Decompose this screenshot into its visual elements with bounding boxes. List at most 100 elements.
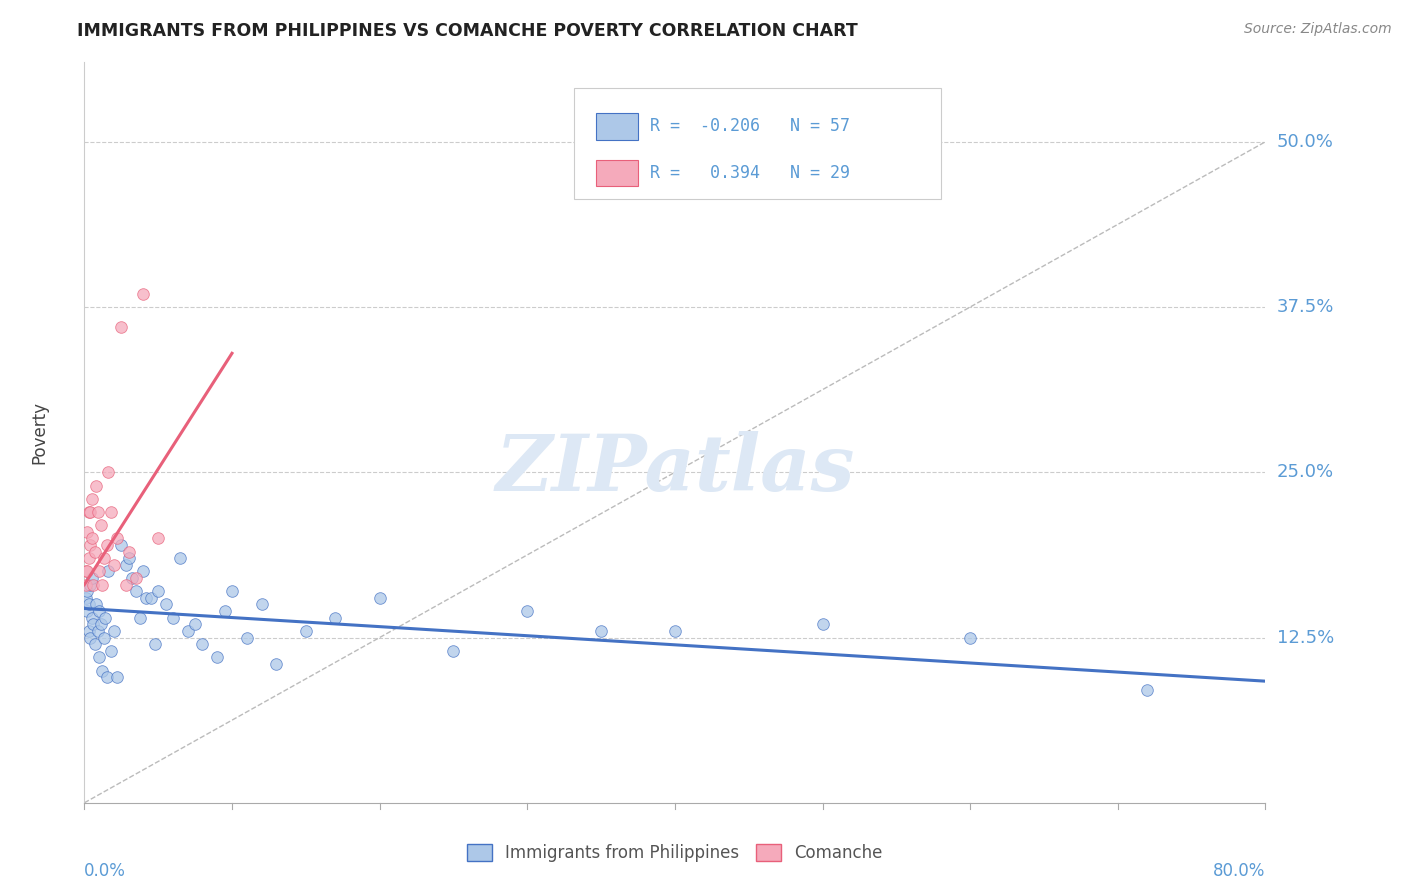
Point — [105, 670, 128, 684]
Point — [76, 565, 98, 579]
Point — [162, 610, 184, 624]
Point — [94, 610, 117, 624]
Text: 12.5%: 12.5% — [1277, 629, 1334, 647]
Legend: Immigrants from Philippines, Comanche: Immigrants from Philippines, Comanche — [460, 837, 890, 869]
Point — [664, 624, 686, 638]
Point — [103, 558, 125, 572]
Point — [155, 598, 177, 612]
Text: Source: ZipAtlas.com: Source: ZipAtlas.com — [1244, 22, 1392, 37]
Point — [75, 577, 97, 591]
Text: 0.0%: 0.0% — [84, 863, 127, 880]
Point — [79, 577, 101, 591]
Point — [221, 584, 243, 599]
Point — [191, 637, 214, 651]
Text: 25.0%: 25.0% — [1277, 463, 1334, 482]
Point — [207, 650, 229, 665]
Point — [84, 478, 107, 492]
Text: ZIPatlas: ZIPatlas — [495, 432, 855, 508]
Point — [76, 524, 98, 539]
Point — [100, 505, 122, 519]
Point — [118, 551, 141, 566]
Point — [443, 644, 465, 658]
FancyBboxPatch shape — [596, 160, 638, 186]
Point — [93, 551, 115, 566]
Text: 80.0%: 80.0% — [1213, 863, 1265, 880]
Point — [87, 604, 111, 618]
Text: R =  -0.206   N = 57: R = -0.206 N = 57 — [650, 117, 851, 136]
Point — [591, 624, 613, 638]
Point — [75, 591, 97, 605]
Point — [96, 670, 118, 684]
Point — [214, 604, 236, 618]
Point — [516, 604, 538, 618]
Point — [91, 577, 114, 591]
Point — [76, 584, 98, 599]
Point — [83, 544, 105, 558]
Point — [105, 532, 128, 546]
Point — [368, 591, 391, 605]
Point — [86, 624, 108, 638]
Point — [135, 591, 157, 605]
Point — [103, 624, 125, 638]
Point — [100, 644, 122, 658]
Point — [90, 617, 112, 632]
Point — [82, 617, 104, 632]
Point — [93, 631, 115, 645]
Point — [169, 551, 191, 566]
Point — [125, 571, 148, 585]
Point — [96, 538, 118, 552]
Point — [97, 465, 120, 479]
Point — [266, 657, 288, 671]
Point — [125, 584, 148, 599]
Point — [97, 565, 120, 579]
Point — [139, 591, 162, 605]
Point — [325, 610, 347, 624]
Point — [143, 637, 166, 651]
Point — [75, 565, 97, 579]
Point — [110, 538, 132, 552]
Point — [79, 505, 101, 519]
Point — [114, 577, 136, 591]
Point — [959, 631, 981, 645]
Point — [83, 637, 105, 651]
Point — [76, 604, 98, 618]
Point — [90, 518, 112, 533]
Text: IMMIGRANTS FROM PHILIPPINES VS COMANCHE POVERTY CORRELATION CHART: IMMIGRANTS FROM PHILIPPINES VS COMANCHE … — [77, 22, 858, 40]
Point — [77, 505, 100, 519]
Point — [87, 650, 111, 665]
Point — [79, 538, 101, 552]
Point — [86, 505, 108, 519]
Point — [148, 584, 170, 599]
Point — [84, 598, 107, 612]
FancyBboxPatch shape — [596, 113, 638, 139]
Text: R =   0.394   N = 29: R = 0.394 N = 29 — [650, 164, 851, 182]
Point — [82, 577, 104, 591]
Point — [77, 551, 100, 566]
Point — [114, 558, 136, 572]
Point — [295, 624, 318, 638]
Point — [132, 286, 155, 301]
Point — [77, 624, 100, 638]
Point — [177, 624, 200, 638]
FancyBboxPatch shape — [575, 88, 941, 200]
Point — [236, 631, 259, 645]
Point — [80, 571, 103, 585]
Text: 50.0%: 50.0% — [1277, 133, 1333, 151]
Text: Poverty: Poverty — [31, 401, 48, 464]
Point — [121, 571, 143, 585]
Point — [811, 617, 834, 632]
Point — [129, 610, 152, 624]
Point — [79, 631, 101, 645]
Point — [77, 598, 100, 612]
Point — [148, 532, 170, 546]
Point — [250, 598, 273, 612]
Point — [91, 664, 114, 678]
Text: 37.5%: 37.5% — [1277, 298, 1334, 316]
Point — [184, 617, 207, 632]
Point — [80, 532, 103, 546]
Point — [80, 491, 103, 506]
Point — [110, 319, 132, 334]
Point — [132, 565, 155, 579]
Point — [1136, 683, 1159, 698]
Point — [80, 610, 103, 624]
